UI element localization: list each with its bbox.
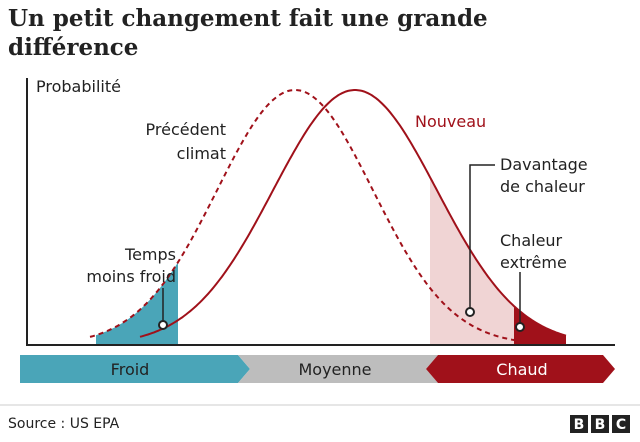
logo-letter: C [616,417,626,433]
previous-curve [89,89,521,342]
scale-label: Froid [111,360,150,379]
logo-letter: B [574,417,585,433]
dot [158,320,168,330]
annotation: moins froid [86,267,176,286]
curve-label: Précédent [146,120,227,139]
annotation: Chaleur [500,231,563,250]
annotation: extrême [500,253,567,272]
new-curve [139,89,567,338]
dot [515,322,525,332]
logo: B B C [570,415,630,433]
heat-area [430,177,566,345]
scale-label: Chaud [496,360,547,379]
scale-cold [20,355,250,383]
scale-label: Moyenne [298,360,371,379]
axis-label: Probabilité [36,77,121,96]
annotation: Temps [124,245,176,264]
annotation: Davantage [500,155,588,174]
curve-label: climat [177,144,226,163]
title: différence [8,34,138,61]
scale-hot [426,355,615,383]
scale-mid [238,355,438,383]
source: Source : US EPA [8,416,120,432]
logo-letter: B [595,417,606,433]
cold-area [96,262,178,345]
annotation: de chaleur [500,177,585,196]
title: Un petit changement fait une grande [8,5,488,32]
dot [465,307,475,317]
leader [469,164,495,312]
curve-label: Nouveau [415,112,486,131]
